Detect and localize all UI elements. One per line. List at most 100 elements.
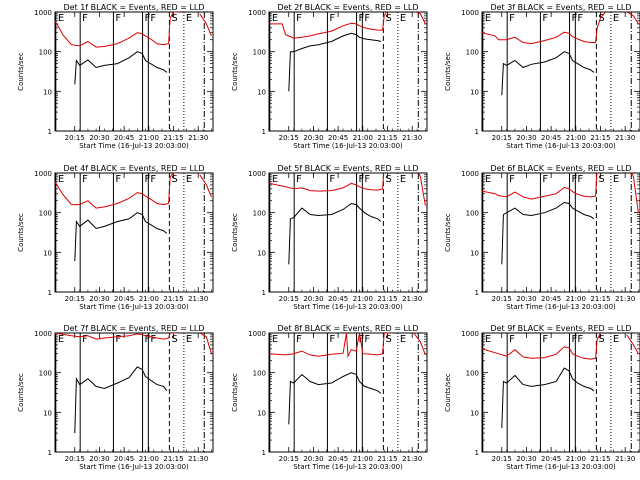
marker-label: S — [598, 13, 604, 24]
x-tick-label: 21:00 — [566, 295, 586, 303]
detector-panel-7: Det 7f BLACK = Events, RED = LLD Counts/s… — [17, 324, 214, 471]
x-tick-label: 21:30 — [615, 134, 635, 142]
marker-label: F — [509, 334, 515, 345]
x-tick-label: 20:30 — [89, 134, 109, 142]
marker-label: F — [359, 334, 365, 345]
marker-label: F — [115, 334, 121, 345]
marker-label: F — [364, 334, 370, 345]
marker-label: F — [577, 13, 583, 24]
y-tick-label: 10 — [470, 249, 479, 257]
y-tick-label: 100 — [39, 49, 52, 57]
marker-label: F — [296, 174, 302, 185]
plot-frame — [54, 172, 214, 293]
marker-label: F — [509, 174, 515, 185]
marker-label: F — [577, 334, 583, 345]
marker-label: S — [598, 334, 604, 345]
x-tick-label: 20:45 — [114, 455, 134, 463]
marker-label: S — [385, 334, 391, 345]
detector-panel-6: Det 6f BLACK = Events, RED = LLD Counts/s… — [444, 164, 640, 311]
detector-panel-4: Det 4f BLACK = Events, RED = LLD Counts/s… — [17, 164, 214, 311]
y-tick-label: 1000 — [461, 170, 479, 178]
x-tick-label: 21:15 — [377, 295, 397, 303]
series-lld-tail — [199, 333, 212, 354]
panel-title: Det 8f BLACK = Events, RED = LLD — [277, 324, 418, 333]
marker-label: F — [542, 13, 548, 24]
marker-label: E — [272, 334, 278, 345]
x-axis-label-prefix: Start Time — [293, 142, 332, 150]
x-axis-label: Start Time (16-Jul-13 20:03:00) — [293, 303, 403, 311]
marker-label: F — [542, 174, 548, 185]
series-lld — [55, 333, 179, 340]
marker-label: E — [613, 174, 619, 185]
x-tick-label: 21:30 — [615, 455, 635, 463]
x-axis-label: Start Time (16-Jul-13 20:03:00) — [506, 463, 616, 471]
marker-label: F — [296, 13, 302, 24]
detector-panel-3: Det 3f BLACK = Events, RED = LLD Counts/s… — [444, 3, 640, 150]
series-lld-tail — [626, 334, 639, 354]
series-lld-tail — [631, 173, 639, 213]
x-tick-label: 21:30 — [615, 295, 635, 303]
y-tick-label: 10 — [257, 88, 266, 96]
x-axis-label: Start Time (16-Jul-13 20:03:00) — [506, 303, 616, 311]
x-axis-label-date: (16-Jul-13 20:03:00) — [118, 303, 189, 311]
x-tick-label: 20:15 — [65, 455, 85, 463]
y-axis-label: Counts/sec — [444, 52, 452, 91]
x-tick-label: 21:15 — [377, 134, 397, 142]
series-lld — [482, 173, 598, 200]
marker-label: E — [58, 174, 64, 185]
y-tick-label: 10 — [43, 88, 52, 96]
marker-label: E — [485, 174, 491, 185]
marker-label: E — [186, 174, 192, 185]
series-lld — [482, 12, 606, 45]
y-axis-label: Counts/sec — [231, 213, 239, 252]
y-axis-label: Counts/sec — [444, 213, 452, 252]
marker-label: E — [485, 334, 491, 345]
detector-panel-8: Det 8f BLACK = Events, RED = LLD Counts/s… — [231, 324, 428, 471]
series-events — [74, 51, 168, 85]
x-tick-label: 20:45 — [541, 455, 561, 463]
y-axis-label: Counts/sec — [444, 373, 452, 412]
marker-label: F — [145, 334, 151, 345]
marker-label: E — [400, 174, 406, 185]
marker-label: F — [329, 174, 335, 185]
x-tick-label: 21:15 — [163, 295, 183, 303]
x-tick-label: 20:30 — [516, 455, 536, 463]
panel-title: Det 5f BLACK = Events, RED = LLD — [277, 164, 418, 173]
plot-frame — [481, 172, 640, 293]
marker-label: F — [572, 13, 578, 24]
y-tick-label: 10 — [470, 409, 479, 417]
panel-title: Det 9f BLACK = Events, RED = LLD — [490, 324, 631, 333]
x-tick-label: 21:00 — [139, 455, 159, 463]
x-axis-label-date: (16-Jul-13 20:03:00) — [332, 303, 403, 311]
x-tick-label: 20:30 — [89, 455, 109, 463]
y-tick-label: 1 — [262, 289, 266, 297]
marker-label: F — [115, 13, 121, 24]
series-lld — [269, 333, 393, 359]
marker-label: F — [150, 13, 156, 24]
x-axis-label-prefix: Start Time — [79, 142, 118, 150]
y-axis-label: Counts/sec — [17, 213, 25, 252]
x-axis-label-date: (16-Jul-13 20:03:00) — [118, 142, 189, 150]
marker-label: E — [485, 13, 491, 24]
y-tick-label: 1 — [48, 289, 52, 297]
marker-label: S — [171, 13, 177, 24]
marker-label: F — [572, 174, 578, 185]
y-tick-label: 100 — [466, 370, 479, 378]
marker-label: F — [145, 13, 151, 24]
series-lld-tail — [199, 174, 212, 198]
x-tick-label: 20:45 — [328, 134, 348, 142]
y-tick-label: 1000 — [34, 170, 52, 178]
marker-label: E — [186, 334, 192, 345]
x-tick-label: 21:00 — [353, 295, 373, 303]
detector-panel-1: Det 1f BLACK = Events, RED = LLD Counts/s… — [17, 3, 214, 150]
marker-label: E — [400, 13, 406, 24]
x-tick-label: 21:15 — [590, 295, 610, 303]
detector-panel-9: Det 9f BLACK = Events, RED = LLD Counts/s… — [444, 324, 640, 471]
x-tick-label: 21:00 — [566, 134, 586, 142]
x-tick-label: 20:30 — [516, 134, 536, 142]
series-lld-tail — [199, 13, 212, 37]
y-tick-label: 1 — [48, 449, 52, 457]
y-tick-label: 10 — [43, 249, 52, 257]
x-axis-label-prefix: Start Time — [79, 303, 118, 311]
series-lld — [269, 173, 385, 192]
